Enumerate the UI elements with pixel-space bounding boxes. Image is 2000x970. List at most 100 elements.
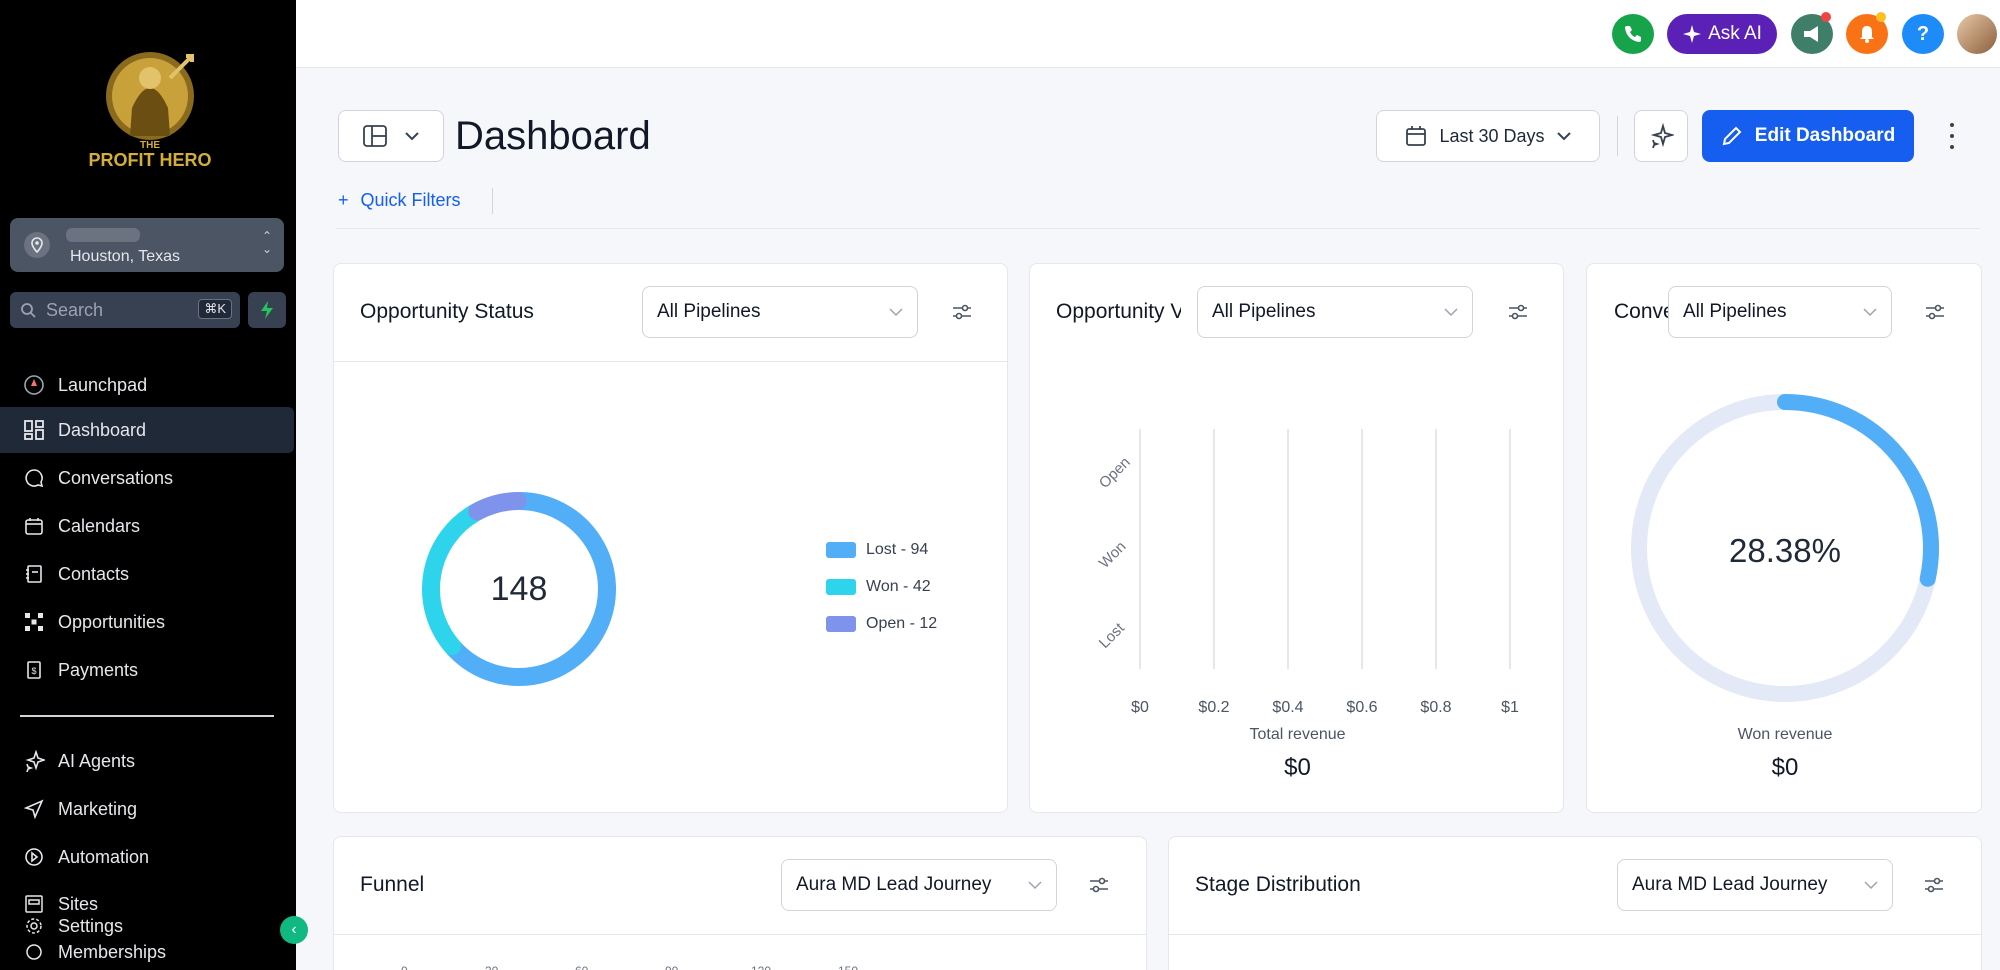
sidebar-item-label: Conversations: [58, 467, 174, 488]
sidebar-item-label: Settings: [58, 915, 124, 936]
sidebar-item-ai-agents[interactable]: AI Agents: [0, 738, 294, 784]
sidebar-search[interactable]: Search ⌘K: [10, 292, 240, 328]
won-revenue-value: $0: [1771, 754, 1799, 781]
donut-slice-won: [422, 503, 484, 656]
gear-icon: [22, 914, 46, 938]
pipeline-select[interactable]: All Pipelines: [642, 286, 918, 338]
chevron-down-icon: [1028, 881, 1042, 890]
filter-settings-icon[interactable]: [1923, 875, 1945, 895]
phone-button[interactable]: [1612, 14, 1654, 54]
kebab-dot: [1950, 123, 1954, 128]
sidebar-item-label: Payments: [58, 659, 139, 680]
layout-switcher-button[interactable]: [338, 110, 444, 162]
help-button[interactable]: ?: [1902, 14, 1944, 54]
payments-icon: $: [22, 658, 46, 682]
date-range-picker[interactable]: Last 30 Days: [1376, 110, 1600, 162]
funnel-axis-tick: 60: [575, 964, 588, 970]
sidebar-item-label: Sites: [58, 893, 99, 914]
filter-settings-icon[interactable]: [1088, 875, 1110, 895]
quick-filters-divider: [492, 188, 493, 214]
sidebar-item-label: Marketing: [58, 798, 138, 819]
card-title: Opportunity Status: [360, 300, 534, 323]
location-switcher[interactable]: Houston, Texas ⌃ ⌄: [10, 218, 284, 272]
sidebar-item-payments[interactable]: $ Payments: [0, 647, 294, 693]
kebab-dot: [1950, 133, 1954, 138]
quick-action-button[interactable]: [248, 292, 286, 328]
notifications-button[interactable]: [1846, 12, 1888, 54]
location-city: Houston, Texas: [70, 248, 180, 265]
automation-icon: [22, 845, 46, 869]
opportunity-status-card: Opportunity Status All Pipelines 148 Los…: [333, 263, 1008, 813]
sidebar-item-contacts[interactable]: Contacts: [0, 551, 294, 597]
sidebar-item-conversations[interactable]: Conversations: [0, 455, 294, 501]
sidebar-item-memberships[interactable]: Memberships: [0, 940, 294, 964]
chevron-down-icon: [1556, 132, 1571, 141]
sidebar-item-calendars[interactable]: Calendars: [0, 503, 294, 549]
search-shortcut: ⌘K: [198, 299, 232, 319]
send-icon: [22, 797, 46, 821]
quick-filters-button[interactable]: + Quick Filters: [338, 186, 461, 214]
calendar-icon: [1406, 126, 1427, 146]
x-tick-label: $0.4: [1272, 699, 1303, 714]
legend-swatch: [826, 579, 856, 595]
sidebar-item-automation[interactable]: Automation: [0, 834, 294, 880]
svg-text:$: $: [31, 666, 36, 676]
sidebar: THE PROFIT HERO Houston, Texas ⌃ ⌄ Search…: [0, 0, 296, 970]
chat-icon: [22, 466, 46, 490]
sidebar-item-settings[interactable]: Settings: [0, 914, 294, 938]
edit-dashboard-button[interactable]: Edit Dashboard: [1702, 110, 1914, 162]
membership-icon: [22, 940, 46, 964]
conversion-rate-card: Conversion Rate All Pipelines 28.38% Won…: [1586, 263, 1982, 813]
sidebar-item-label: Dashboard: [58, 419, 147, 440]
sidebar-item-sites[interactable]: Sites: [0, 892, 294, 916]
sidebar-collapse-button[interactable]: ‹: [280, 916, 308, 944]
legend-item-lost: Lost - 94: [826, 540, 928, 560]
edit-dashboard-label: Edit Dashboard: [1754, 125, 1896, 146]
chevron-left-icon: ‹: [291, 921, 297, 938]
more-options-button[interactable]: [1944, 120, 1960, 152]
ask-ai-button[interactable]: Ask AI: [1667, 14, 1777, 54]
user-avatar[interactable]: [1957, 14, 1997, 54]
sparkle-icon: [22, 749, 46, 773]
sidebar-item-label: Opportunities: [58, 611, 166, 632]
legend-item-won: Won - 42: [826, 577, 931, 597]
bell-icon: [1860, 26, 1874, 43]
kebab-dot: [1950, 144, 1954, 149]
opportunity-value-bar-chart: $0 $0.2 $0.4 $0.6 $0.8 $1 Open Won Lost: [1096, 429, 1519, 714]
sidebar-item-opportunities[interactable]: Opportunities: [0, 599, 294, 645]
stage-distribution-card: Stage Distribution Aura MD Lead Journey: [1168, 836, 1982, 970]
y-tick-label: Won: [1096, 538, 1130, 572]
ai-insights-button[interactable]: [1634, 110, 1688, 162]
opportunity-status-donut: 148: [422, 492, 616, 686]
card-header: [1169, 837, 1981, 935]
location-pin-icon: [24, 232, 50, 258]
sparkle-icon: [1650, 123, 1674, 149]
funnel-axis-tick: 120: [751, 964, 771, 970]
total-revenue-value: $0: [1284, 754, 1311, 781]
filter-settings-icon[interactable]: [1924, 302, 1946, 322]
donut-slice-open: [468, 492, 527, 521]
plus-icon: +: [338, 189, 349, 210]
pipeline-select[interactable]: All Pipelines: [1668, 286, 1892, 338]
sidebar-item-label: AI Agents: [58, 750, 136, 771]
calendar-icon: [22, 514, 46, 538]
announcements-button[interactable]: [1791, 12, 1833, 54]
chevron-down-icon: [405, 132, 419, 141]
search-placeholder: Search: [46, 299, 104, 320]
pipeline-select[interactable]: All Pipelines: [1197, 286, 1473, 338]
funnel-axis-tick: 150: [838, 964, 858, 970]
sidebar-item-label: Contacts: [58, 563, 130, 584]
sidebar-item-marketing[interactable]: Marketing: [0, 786, 294, 832]
legend-label: Won - 42: [866, 578, 931, 595]
filter-settings-icon[interactable]: [1507, 302, 1529, 322]
pipeline-select[interactable]: Aura MD Lead Journey: [781, 859, 1057, 911]
filter-settings-icon[interactable]: [951, 302, 973, 322]
pipeline-select[interactable]: Aura MD Lead Journey: [1617, 859, 1893, 911]
chevron-updown-icon: ⌃ ⌄: [261, 229, 272, 256]
sidebar-item-launchpad[interactable]: Launchpad: [0, 362, 294, 408]
date-range-label: Last 30 Days: [1439, 125, 1545, 146]
grid-icon: [22, 418, 46, 442]
y-tick-label: Open: [1096, 454, 1134, 492]
header-divider: [1617, 116, 1618, 156]
sidebar-item-dashboard[interactable]: Dashboard: [0, 407, 294, 453]
